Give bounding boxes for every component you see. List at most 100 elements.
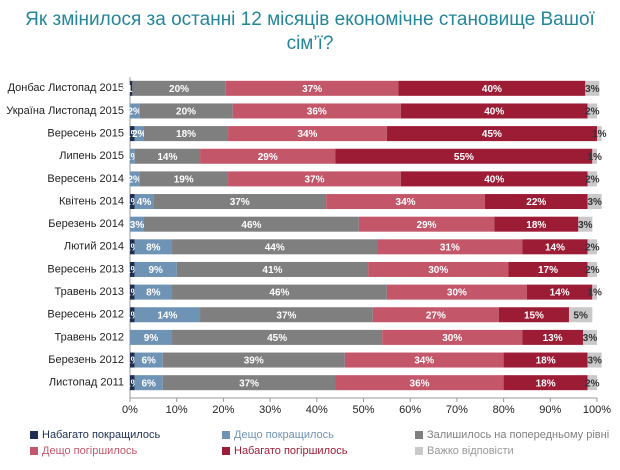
y-tick-label: Квітень 2014 [59, 195, 124, 207]
value-label: 3% [587, 197, 602, 208]
bar-segment [153, 194, 327, 210]
value-label: 1% [125, 197, 140, 208]
value-label: 18% [536, 378, 556, 389]
x-tick-label: 20% [212, 404, 234, 416]
legend-label: Залишилось на попередньому рівні [427, 429, 609, 441]
value-label: 37% [230, 197, 250, 208]
bar-segment [144, 126, 229, 142]
value-label: 3% [585, 84, 600, 95]
bar-segment [335, 148, 593, 164]
bar-segment [134, 261, 177, 277]
value-label: 8% [146, 288, 161, 299]
legend-swatch [30, 447, 38, 455]
value-label: 14% [157, 310, 177, 321]
bar-segment [134, 375, 163, 391]
bar-segment [522, 239, 588, 255]
value-label: 14% [157, 152, 177, 163]
value-label: 18% [176, 129, 196, 140]
value-label: 1% [125, 356, 140, 367]
y-tick-label: Вересень 2013 [47, 263, 124, 275]
value-label: 6% [141, 378, 156, 389]
value-label: 37% [304, 175, 324, 186]
bar-segment [503, 352, 588, 368]
y-tick-label: Липень 2015 [59, 150, 124, 162]
bar-segment [386, 126, 597, 142]
bar-segment [162, 352, 345, 368]
bar-segment [232, 103, 401, 119]
value-label: 36% [410, 378, 430, 389]
value-label: 45% [267, 333, 287, 344]
value-label: 40% [484, 175, 504, 186]
x-tick-label: 0% [122, 404, 138, 416]
value-label: 2% [585, 242, 600, 253]
bar-segment [176, 261, 369, 277]
bar-segment [400, 103, 588, 119]
legend-swatch [222, 447, 230, 455]
bar-segment [134, 148, 201, 164]
value-label: 2% [127, 107, 142, 118]
bar-segment [526, 284, 593, 300]
value-label: 36% [307, 107, 327, 118]
bar-segment [522, 329, 583, 345]
bar-segment [130, 375, 135, 391]
bar-segment [130, 171, 140, 187]
chart-title: Як змінилося за останні 12 місяців еконо… [25, 9, 595, 54]
bar-segment [358, 216, 495, 232]
legend-label: Набагато погіршилось [234, 445, 348, 457]
bar-segment [326, 194, 485, 210]
bar-segment [335, 375, 504, 391]
bar-segment [372, 307, 499, 323]
y-tick-label: Березень 2014 [48, 218, 124, 230]
value-label: 17% [538, 265, 558, 276]
value-label: 18% [536, 356, 556, 367]
bar-segment [134, 307, 201, 323]
value-label: 37% [302, 84, 322, 95]
bar-segment [587, 103, 597, 119]
value-label: 1% [125, 129, 140, 140]
value-label: 2% [132, 129, 147, 140]
bar-segment [130, 261, 135, 277]
bar-segment [228, 126, 387, 142]
value-label: 1% [587, 152, 602, 163]
bar-segment [587, 375, 597, 391]
bar-segment [592, 284, 597, 300]
bar-segment [494, 216, 579, 232]
legend-swatch [415, 431, 423, 439]
value-label: 55% [454, 152, 474, 163]
bar-segment [587, 261, 597, 277]
value-label: 1% [587, 288, 602, 299]
value-label: 27% [426, 310, 446, 321]
value-label: 34% [396, 197, 416, 208]
bar-segment [585, 80, 600, 96]
value-label: 30% [428, 265, 448, 276]
bar-segment [484, 194, 588, 210]
bar-segment [382, 329, 523, 345]
bar-segment [172, 329, 383, 345]
bar-segment [130, 216, 145, 232]
x-tick-label: 10% [166, 404, 188, 416]
bar-segment [130, 148, 135, 164]
x-tick-label: 60% [399, 404, 421, 416]
bar-segment [398, 80, 586, 96]
bar-segment [508, 261, 588, 277]
bar-segment [162, 375, 336, 391]
bar-segment [139, 103, 233, 119]
value-label: 41% [262, 265, 282, 276]
value-label: 6% [141, 356, 156, 367]
value-label: 31% [440, 242, 460, 253]
value-label: 45% [482, 129, 502, 140]
bar-segment [592, 148, 597, 164]
value-label: 9% [148, 265, 163, 276]
value-label: 39% [244, 356, 264, 367]
bar-segment [377, 239, 523, 255]
value-label: 3% [583, 333, 598, 344]
bar-segment [134, 194, 154, 210]
bar-segment [344, 352, 504, 368]
x-tick-label: 50% [352, 404, 374, 416]
bar-segment [134, 352, 163, 368]
bar-segment [386, 284, 527, 300]
value-label: 37% [239, 378, 259, 389]
value-label: 1% [125, 288, 140, 299]
value-label: 1% [125, 242, 140, 253]
